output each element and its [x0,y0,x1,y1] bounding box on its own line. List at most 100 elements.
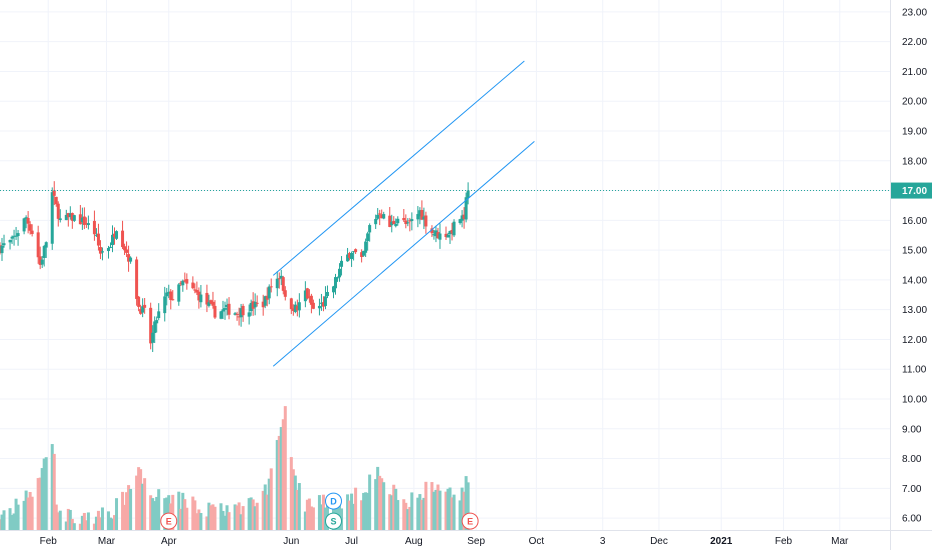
volume-bar [115,498,119,530]
volume-bar [311,507,315,530]
volume-bar [277,435,281,530]
candle-body [233,313,237,315]
volume-bar [390,495,394,530]
price-axis[interactable]: 23.00 22.00 21.00 20.00 19.00 18.00 17.00 16.00… [902,7,927,524]
candle-body [149,307,153,344]
volume-bar [191,496,195,530]
candle-body [346,254,350,262]
candle-body [151,332,155,343]
candle-body [251,301,255,309]
volume-bar [261,490,265,530]
candle-body [70,213,74,221]
candle-body [100,251,104,253]
candle-body [84,223,88,225]
volume-bar [464,476,468,530]
candle-body [444,233,448,237]
event-markers[interactable]: E DS E [160,492,479,530]
volume-bar [111,518,115,530]
candle-body [307,296,311,298]
volume-bar [8,508,12,530]
trend-channel[interactable] [272,60,535,367]
price-tick-label: 6.00 [902,514,922,525]
price-tick-label: 15.00 [902,246,927,257]
candle-body [14,235,18,237]
volume-bar [378,475,382,530]
volume-bar [438,490,442,530]
candle-body [195,290,199,293]
dividend-marker-circle [324,492,342,510]
volume-bar [92,523,96,530]
volume-bar [237,502,241,530]
candle-body [16,233,20,237]
candle-body [281,277,285,291]
candle-body [68,213,72,217]
earnings-event-marker[interactable]: E [461,512,479,530]
last-price-badge-bg [891,182,932,199]
time-axis[interactable]: Feb Mar Apr Jun Jul Aug Sep Oct 3 Dec 2021 Feb Mar [40,536,849,547]
candle-body [338,268,342,278]
volume-bar [38,477,42,530]
time-tick-label: 2021 [710,536,733,547]
volume-bar [84,520,88,530]
volume-bar [149,495,153,530]
candle-body [40,259,44,265]
candle-body [305,288,309,299]
candle-body [108,246,112,248]
candle-body [396,218,400,224]
volume-bar [321,494,325,530]
volume-bar [458,500,462,530]
volume-bar [56,512,60,530]
dividend-event-marker[interactable]: D [324,492,342,510]
candle-body [466,190,470,198]
split-event-marker[interactable]: S [324,512,342,530]
volume-bar [291,469,295,530]
volume-bar [52,453,56,530]
candle-body [410,219,414,222]
volume-bar [410,492,414,530]
candle-body [352,251,356,253]
volume-bar [68,509,72,530]
volume-bar [125,492,129,530]
candle-body [408,220,412,222]
candlestick-series [0,181,470,353]
candle-body [460,215,464,221]
candle-body [199,294,203,303]
volume-bar [402,499,406,530]
volume-bar [219,503,223,530]
volume-bar [392,484,396,530]
volume-bar [141,483,145,530]
volume-bar [78,523,82,530]
candle-body [207,302,211,306]
candle-body [364,241,368,253]
candle-body [390,221,394,226]
candle-body [297,302,301,311]
volume-bar [100,507,104,530]
candle-body [303,290,307,302]
candle-body [247,312,251,317]
volume-bar [249,497,253,530]
time-tick-label: Oct [529,536,545,547]
volume-bar [281,419,285,530]
volume-bar [269,468,273,530]
volume-bar [388,494,392,530]
earnings-event-marker[interactable]: E [160,512,178,530]
candle-body [167,291,171,294]
volume-bar [309,506,313,530]
volume-bar [135,475,139,530]
candle-body [123,246,127,251]
candle-body [26,217,30,224]
volume-bar [418,494,422,530]
candle-body [54,196,58,205]
volume-bar [255,502,259,530]
candle-body [22,218,26,232]
candle-body [30,230,34,234]
candle-body [311,302,315,309]
volume-bar [42,458,46,530]
volume-bar [121,491,125,530]
candle-body [378,213,382,215]
volume-bar [16,504,20,530]
volume-bar [207,502,211,530]
candle-body [92,220,96,235]
candle-body [269,286,273,288]
